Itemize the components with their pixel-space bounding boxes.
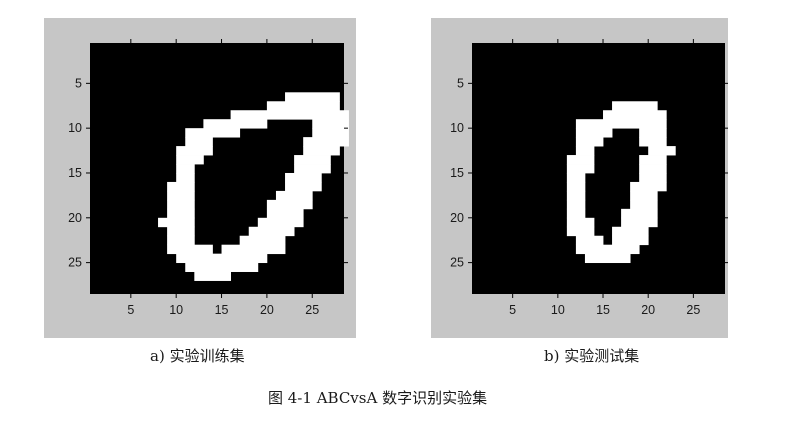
x-tick-label: 20 xyxy=(260,303,274,317)
x-tick-label: 5 xyxy=(509,303,516,317)
digit-pixel-run xyxy=(276,191,313,200)
digit-pixel-run xyxy=(167,227,195,236)
digit-pixel-run xyxy=(312,119,349,128)
digit-pixel-run xyxy=(285,92,340,101)
digit-pixel-run xyxy=(576,245,640,254)
figure-b-image: 5 5 10 10 15 15 20 20 25 25 xyxy=(431,18,728,338)
x-tick-label: 20 xyxy=(641,303,655,317)
digit-pixel-run xyxy=(567,164,595,173)
digit-pixel-run xyxy=(185,137,213,146)
digit-pixel-run xyxy=(303,146,340,155)
digit-pixel-run xyxy=(203,119,267,128)
digit-pixel-run xyxy=(576,128,613,137)
digit-pixel-run xyxy=(639,164,667,173)
x-tick-label: 25 xyxy=(686,303,700,317)
digit-pixel-run xyxy=(621,209,658,218)
digit-pixel-run xyxy=(249,227,295,236)
digit-pixel-run xyxy=(639,128,667,137)
digit-pixel-run xyxy=(630,191,658,200)
figure-a-caption: a) 实验训练集 xyxy=(150,345,245,366)
digit-pixel-run xyxy=(312,128,349,137)
digit-pixel-run xyxy=(576,236,604,245)
x-tick-label: 5 xyxy=(127,303,134,317)
digit-pixel-run xyxy=(567,191,585,200)
digit-pixel-run xyxy=(567,227,595,236)
digit-pixel-run xyxy=(285,182,322,191)
digit-pixel-run xyxy=(176,254,267,263)
digit-pixel-run xyxy=(303,137,349,146)
digit-pixel-run xyxy=(267,200,313,209)
digit-pixel-run xyxy=(585,254,631,263)
digit-pixel-run xyxy=(258,218,304,227)
digit-pixel-run xyxy=(294,164,331,173)
y-tick-label: 25 xyxy=(68,256,82,270)
y-tick-label: 10 xyxy=(450,121,464,135)
x-tick-label: 15 xyxy=(215,303,229,317)
digit-pixel-run xyxy=(185,263,258,272)
digit-pixel-run xyxy=(567,200,585,209)
digit-pixel-run xyxy=(621,218,658,227)
digit-pixel-run xyxy=(612,101,658,110)
digit-pixel-run xyxy=(576,146,594,155)
x-tick-label: 10 xyxy=(169,303,183,317)
x-tick-label: 15 xyxy=(596,303,610,317)
digit-pixel-run xyxy=(630,182,667,191)
figure-caption: 图 4-1 ABCvsA 数字识别实验集 xyxy=(268,387,487,408)
digit-pixel-run xyxy=(567,173,585,182)
digit-pixel-run xyxy=(294,155,331,164)
digit-pixel-run xyxy=(158,218,195,227)
digit-pixel-run xyxy=(567,209,585,218)
digit-pixel-run xyxy=(231,110,349,119)
y-tick-label: 10 xyxy=(68,121,82,135)
digit-pixel-run xyxy=(176,164,195,173)
y-tick-label: 25 xyxy=(450,256,464,270)
digit-pixel-run xyxy=(167,236,195,245)
digit-pixel-run xyxy=(194,272,231,281)
x-tick-label: 10 xyxy=(551,303,565,317)
digit-pixel-run xyxy=(285,173,322,182)
y-tick-label: 20 xyxy=(450,211,464,225)
digit-pixel-run xyxy=(630,200,658,209)
digit-pixel-run xyxy=(576,119,667,128)
digit-pixel-run xyxy=(612,236,649,245)
digit-pixel-run xyxy=(167,191,195,200)
y-tick-label: 20 xyxy=(68,211,82,225)
figure-a-panel: 5 5 10 10 15 15 20 20 25 25 xyxy=(44,18,356,338)
y-tick-label: 5 xyxy=(75,76,82,90)
digit-pixel-run xyxy=(639,155,667,164)
figure-b-panel: 5 5 10 10 15 15 20 20 25 25 xyxy=(431,18,728,338)
digit-pixel-run xyxy=(639,173,667,182)
digit-pixel-run xyxy=(603,110,667,119)
digit-pixel-run xyxy=(639,137,667,146)
digit-pixel-run xyxy=(267,209,304,218)
digit-pixel-run xyxy=(185,128,240,137)
digit-pixel-run xyxy=(176,173,195,182)
digit-pixel-run xyxy=(167,200,195,209)
digit-pixel-run xyxy=(612,227,649,236)
digit-pixel-run xyxy=(240,236,286,245)
figure-a-image: 5 5 10 10 15 15 20 20 25 25 xyxy=(44,18,356,338)
digit-pixel-run xyxy=(167,182,195,191)
digit-pixel-run xyxy=(176,155,204,164)
digit-pixel-run xyxy=(576,137,604,146)
digit-pixel-run xyxy=(222,245,286,254)
y-tick-label: 15 xyxy=(68,166,82,180)
figure-b-caption: b) 实验测试集 xyxy=(544,345,639,366)
digit-pixel-run xyxy=(167,209,195,218)
x-tick-label: 25 xyxy=(305,303,319,317)
digit-pixel-run xyxy=(648,146,676,155)
digit-pixel-run xyxy=(267,101,340,110)
digit-pixel-run xyxy=(176,146,213,155)
digit-pixel-run xyxy=(167,245,213,254)
digit-pixel-run xyxy=(567,218,595,227)
y-tick-label: 15 xyxy=(450,166,464,180)
digit-pixel-run xyxy=(567,155,595,164)
digit-pixel-run xyxy=(567,182,585,191)
y-tick-label: 5 xyxy=(457,76,464,90)
